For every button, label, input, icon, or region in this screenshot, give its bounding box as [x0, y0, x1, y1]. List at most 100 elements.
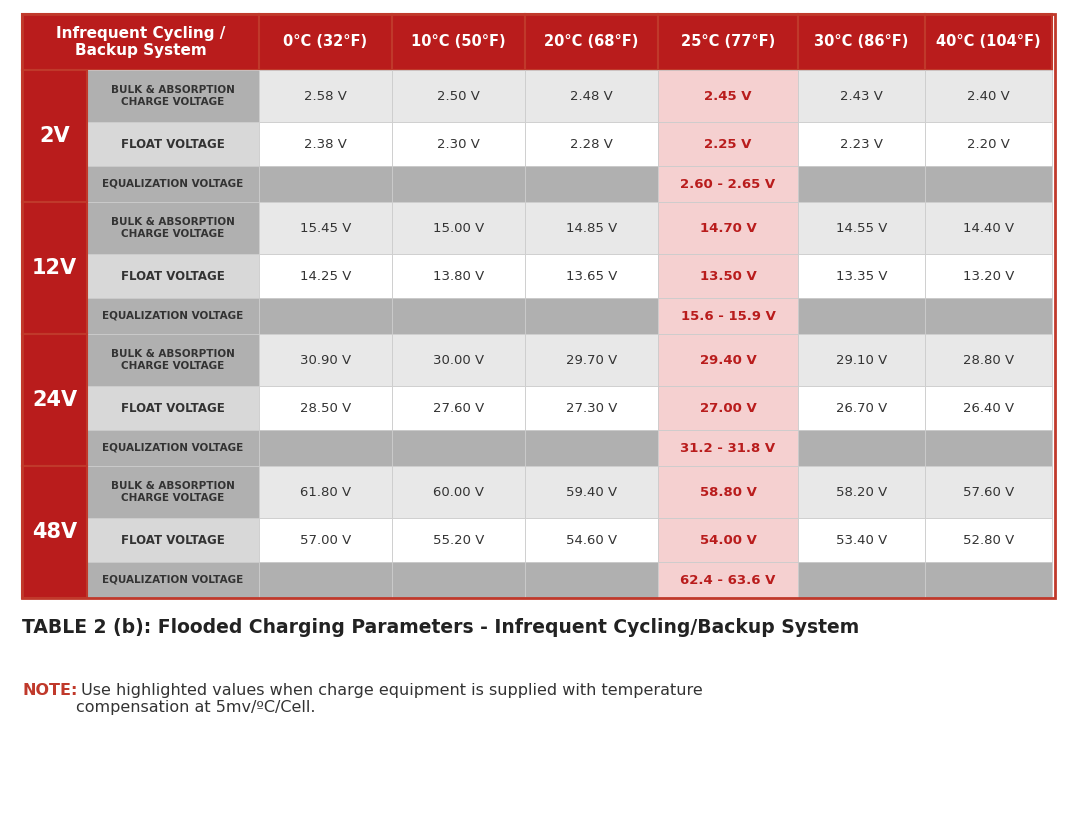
- Text: EQUALIZATION VOLTAGE: EQUALIZATION VOLTAGE: [102, 575, 243, 585]
- Bar: [87, 166, 258, 202]
- Bar: [798, 518, 925, 562]
- Text: 58.20 V: 58.20 V: [836, 485, 887, 498]
- Bar: [22, 14, 1055, 598]
- Text: 2.38 V: 2.38 V: [304, 138, 347, 151]
- Text: 25°C (77°F): 25°C (77°F): [681, 34, 775, 50]
- Bar: [392, 334, 524, 386]
- Bar: [925, 14, 1052, 70]
- Text: EQUALIZATION VOLTAGE: EQUALIZATION VOLTAGE: [102, 179, 243, 189]
- Bar: [392, 466, 524, 518]
- Bar: [658, 334, 798, 386]
- Text: 2.50 V: 2.50 V: [437, 90, 480, 103]
- Bar: [524, 562, 658, 598]
- Text: 2.60 - 2.65 V: 2.60 - 2.65 V: [681, 177, 775, 190]
- Bar: [87, 202, 258, 254]
- Bar: [658, 254, 798, 298]
- Text: 28.50 V: 28.50 V: [299, 401, 351, 414]
- Bar: [524, 202, 658, 254]
- Bar: [87, 386, 258, 430]
- Text: 15.45 V: 15.45 V: [299, 221, 351, 234]
- Bar: [392, 254, 524, 298]
- Text: EQUALIZATION VOLTAGE: EQUALIZATION VOLTAGE: [102, 443, 243, 453]
- Text: 26.40 V: 26.40 V: [963, 401, 1015, 414]
- Text: 29.40 V: 29.40 V: [700, 353, 756, 366]
- Bar: [925, 122, 1052, 166]
- Text: 29.70 V: 29.70 V: [565, 353, 617, 366]
- Text: 58.80 V: 58.80 V: [700, 485, 756, 498]
- Bar: [87, 466, 258, 518]
- Bar: [258, 334, 392, 386]
- Bar: [798, 202, 925, 254]
- Text: 24V: 24V: [32, 390, 78, 410]
- Text: 2.48 V: 2.48 V: [570, 90, 613, 103]
- Bar: [87, 562, 258, 598]
- Bar: [925, 254, 1052, 298]
- Text: TABLE 2 (b): Flooded Charging Parameters - Infrequent Cycling/Backup System: TABLE 2 (b): Flooded Charging Parameters…: [22, 618, 859, 637]
- Bar: [392, 166, 524, 202]
- Text: 2.30 V: 2.30 V: [437, 138, 480, 151]
- Text: 13.20 V: 13.20 V: [963, 269, 1015, 282]
- Text: 40°C (104°F): 40°C (104°F): [936, 34, 1040, 50]
- Bar: [658, 122, 798, 166]
- Text: 13.65 V: 13.65 V: [565, 269, 617, 282]
- Bar: [658, 202, 798, 254]
- Text: 27.60 V: 27.60 V: [433, 401, 485, 414]
- Bar: [258, 518, 392, 562]
- Bar: [658, 70, 798, 122]
- Text: 2.43 V: 2.43 V: [840, 90, 883, 103]
- Bar: [524, 14, 658, 70]
- Bar: [392, 122, 524, 166]
- Bar: [258, 298, 392, 334]
- Bar: [258, 386, 392, 430]
- Bar: [392, 70, 524, 122]
- Bar: [87, 298, 258, 334]
- Bar: [798, 254, 925, 298]
- Bar: [392, 386, 524, 430]
- Text: 10°C (50°F): 10°C (50°F): [411, 34, 506, 50]
- Text: Use highlighted values when charge equipment is supplied with temperature
compen: Use highlighted values when charge equip…: [76, 683, 703, 716]
- Text: 20°C (68°F): 20°C (68°F): [544, 34, 639, 50]
- Text: FLOAT VOLTAGE: FLOAT VOLTAGE: [121, 533, 225, 546]
- Text: 60.00 V: 60.00 V: [433, 485, 484, 498]
- Bar: [87, 122, 258, 166]
- Bar: [258, 562, 392, 598]
- Bar: [392, 562, 524, 598]
- Bar: [258, 254, 392, 298]
- Bar: [22, 70, 87, 202]
- Bar: [925, 466, 1052, 518]
- Bar: [524, 518, 658, 562]
- Text: BULK & ABSORPTION
CHARGE VOLTAGE: BULK & ABSORPTION CHARGE VOLTAGE: [111, 85, 235, 107]
- Bar: [258, 14, 392, 70]
- Bar: [258, 122, 392, 166]
- Text: 12V: 12V: [32, 258, 78, 278]
- Text: NOTE:: NOTE:: [22, 683, 78, 698]
- Text: 27.00 V: 27.00 V: [700, 401, 756, 414]
- Text: 2.45 V: 2.45 V: [704, 90, 752, 103]
- Text: 14.70 V: 14.70 V: [700, 221, 756, 234]
- Bar: [87, 430, 258, 466]
- Text: 48V: 48V: [32, 522, 78, 542]
- Bar: [925, 298, 1052, 334]
- Bar: [524, 298, 658, 334]
- Bar: [524, 166, 658, 202]
- Bar: [22, 466, 87, 598]
- Text: Infrequent Cycling /
Backup System: Infrequent Cycling / Backup System: [56, 26, 225, 58]
- Text: 52.80 V: 52.80 V: [963, 533, 1015, 546]
- Text: 61.80 V: 61.80 V: [299, 485, 351, 498]
- Bar: [87, 254, 258, 298]
- Bar: [925, 518, 1052, 562]
- Bar: [658, 562, 798, 598]
- Bar: [392, 202, 524, 254]
- Text: 2.23 V: 2.23 V: [840, 138, 883, 151]
- Bar: [925, 386, 1052, 430]
- Bar: [798, 166, 925, 202]
- Text: 14.85 V: 14.85 V: [565, 221, 617, 234]
- Bar: [798, 70, 925, 122]
- Text: 30.00 V: 30.00 V: [433, 353, 484, 366]
- Text: FLOAT VOLTAGE: FLOAT VOLTAGE: [121, 269, 225, 282]
- Text: 2.25 V: 2.25 V: [704, 138, 752, 151]
- Text: 57.60 V: 57.60 V: [963, 485, 1015, 498]
- Text: 54.00 V: 54.00 V: [700, 533, 756, 546]
- Text: BULK & ABSORPTION
CHARGE VOLTAGE: BULK & ABSORPTION CHARGE VOLTAGE: [111, 349, 235, 371]
- Bar: [798, 562, 925, 598]
